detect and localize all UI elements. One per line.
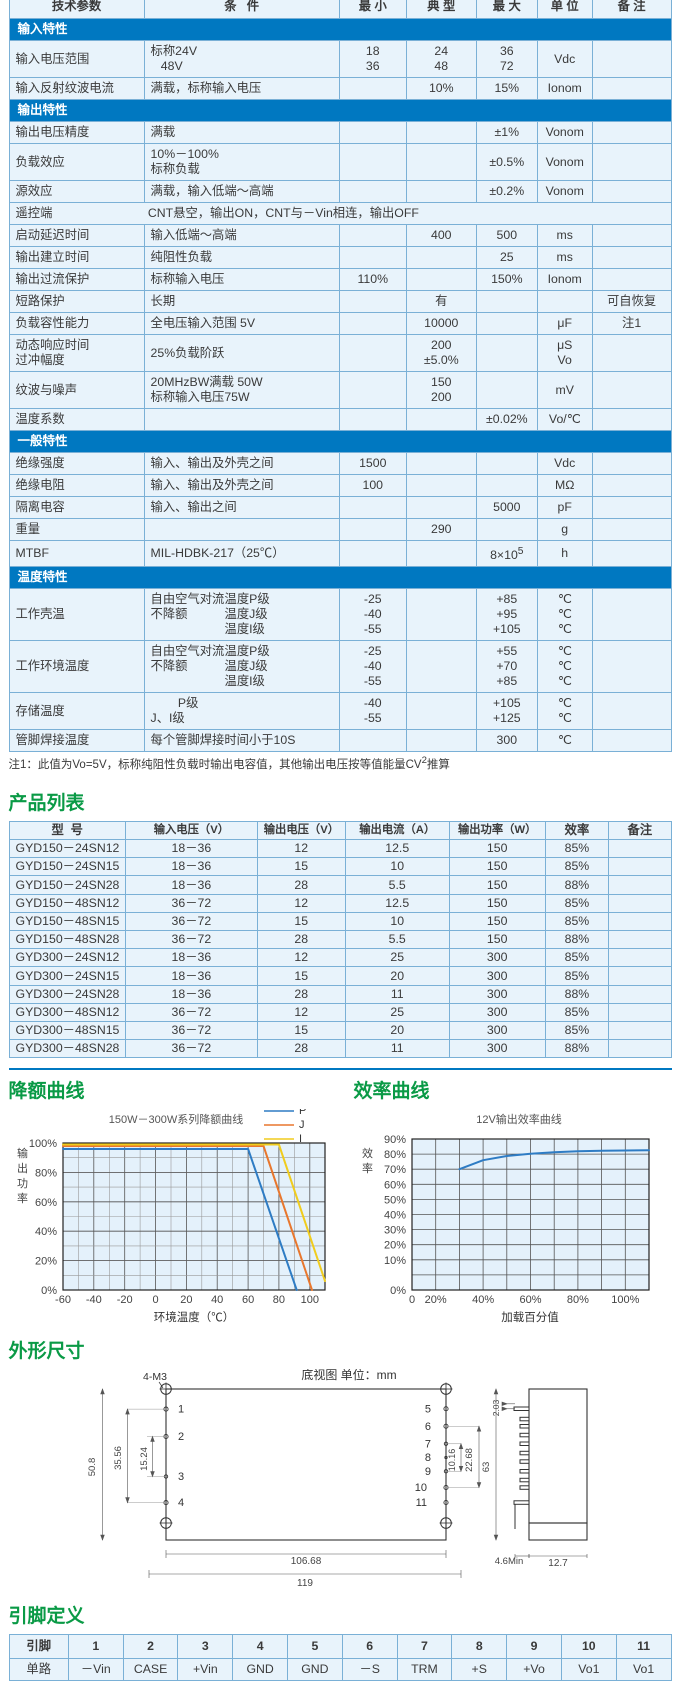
svg-text:50%: 50%	[383, 1195, 405, 1207]
svg-text:2.03: 2.03	[491, 1400, 501, 1417]
svg-text:40%: 40%	[472, 1294, 494, 1306]
svg-text:40%: 40%	[34, 1227, 56, 1239]
svg-text:30%: 30%	[383, 1225, 405, 1237]
svg-text:60%: 60%	[383, 1180, 405, 1192]
svg-text:150W－300W系列降额曲线: 150W－300W系列降额曲线	[108, 1112, 242, 1126]
svg-text:加载百分值: 加载百分值	[501, 1311, 559, 1324]
svg-text:0: 0	[408, 1294, 414, 1306]
svg-text:60%: 60%	[34, 1197, 56, 1209]
svg-text:4.6Min: 4.6Min	[494, 1556, 523, 1567]
svg-text:5: 5	[424, 1404, 430, 1416]
svg-text:40: 40	[211, 1294, 223, 1306]
svg-text:100%: 100%	[611, 1294, 639, 1306]
svg-text:50.8: 50.8	[87, 1458, 98, 1477]
svg-text:J: J	[299, 1119, 305, 1131]
svg-text:输: 输	[17, 1146, 28, 1160]
svg-text:底视图 单位：mm: 底视图 单位：mm	[301, 1369, 396, 1382]
svg-text:率: 率	[17, 1191, 28, 1205]
svg-text:12V输出效率曲线: 12V输出效率曲线	[476, 1112, 562, 1126]
svg-text:P: P	[299, 1109, 306, 1117]
svg-text:22.68: 22.68	[464, 1448, 475, 1472]
svg-text:20%: 20%	[383, 1240, 405, 1252]
svg-text:0%: 0%	[390, 1285, 406, 1297]
svg-text:20%: 20%	[424, 1294, 446, 1306]
svg-text:10%: 10%	[383, 1255, 405, 1267]
svg-text:70%: 70%	[383, 1165, 405, 1177]
svg-text:40%: 40%	[383, 1210, 405, 1222]
svg-text:20: 20	[180, 1294, 192, 1306]
svg-text:8: 8	[424, 1452, 430, 1464]
svg-text:-20: -20	[116, 1294, 132, 1306]
svg-text:63: 63	[481, 1462, 492, 1473]
svg-text:10: 10	[414, 1482, 426, 1494]
svg-text:环境温度（℃）: 环境温度（℃）	[153, 1310, 234, 1324]
svg-text:11: 11	[415, 1497, 426, 1509]
svg-text:20%: 20%	[34, 1256, 56, 1268]
svg-text:率: 率	[362, 1161, 373, 1175]
svg-text:80%: 80%	[34, 1168, 56, 1180]
svg-text:119: 119	[297, 1578, 313, 1589]
svg-text:4-M3: 4-M3	[143, 1371, 167, 1383]
svg-text:100%: 100%	[28, 1138, 56, 1150]
svg-text:90%: 90%	[383, 1134, 405, 1146]
svg-text:60: 60	[241, 1294, 253, 1306]
svg-text:9: 9	[424, 1466, 430, 1478]
svg-text:6: 6	[424, 1421, 430, 1433]
svg-text:4: 4	[178, 1498, 184, 1510]
svg-text:10.16: 10.16	[447, 1449, 457, 1472]
svg-text:12.7: 12.7	[548, 1558, 568, 1569]
svg-text:2: 2	[178, 1431, 184, 1443]
svg-text:出: 出	[17, 1161, 28, 1175]
svg-text:60%: 60%	[519, 1294, 541, 1306]
svg-text:3: 3	[178, 1471, 184, 1483]
svg-text:80%: 80%	[566, 1294, 588, 1306]
svg-text:80: 80	[272, 1294, 284, 1306]
svg-text:1: 1	[178, 1404, 184, 1416]
svg-text:15.24: 15.24	[139, 1447, 150, 1471]
svg-text:-40: -40	[85, 1294, 101, 1306]
svg-text:功: 功	[17, 1177, 28, 1190]
svg-text:7: 7	[424, 1439, 430, 1451]
svg-text:0: 0	[152, 1294, 158, 1306]
svg-text:效: 效	[362, 1146, 373, 1160]
svg-text:106.68: 106.68	[290, 1556, 321, 1567]
svg-text:35.56: 35.56	[113, 1446, 124, 1470]
svg-text:100: 100	[300, 1294, 318, 1306]
svg-text:-60: -60	[55, 1294, 71, 1306]
svg-text:80%: 80%	[383, 1149, 405, 1161]
svg-text:0%: 0%	[41, 1285, 57, 1297]
